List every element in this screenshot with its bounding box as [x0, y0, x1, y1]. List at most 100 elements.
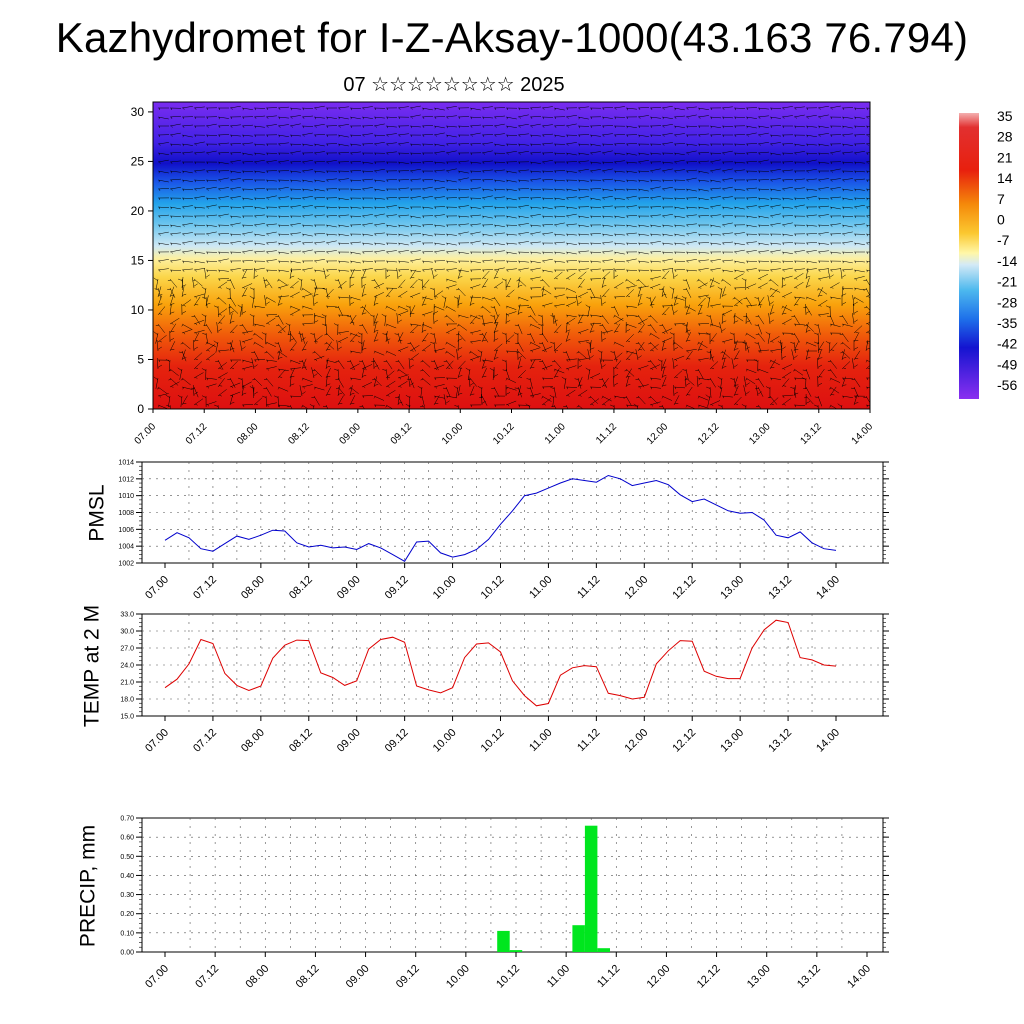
- wind-barb-flag: [339, 341, 342, 344]
- ytick-label: 1014: [118, 460, 134, 467]
- wind-barb: [361, 250, 374, 253]
- wind-barb-flag: [818, 126, 820, 129]
- wind-barb: [529, 224, 541, 227]
- wind-barb: [757, 377, 765, 388]
- wind-barb: [421, 404, 426, 409]
- wind-barb-flag: [433, 311, 439, 314]
- xtick-label: 14.00: [814, 727, 842, 755]
- wind-barb-flag: [326, 117, 328, 120]
- wind-barb: [829, 386, 840, 394]
- wind-barb-flag: [729, 332, 735, 335]
- wind-barb-flag: [662, 348, 667, 350]
- heat-xtick-label: 07.12: [184, 421, 210, 447]
- wind-barb: [733, 206, 745, 210]
- wind-barb-flag: [745, 382, 750, 386]
- wind-barb: [637, 242, 650, 245]
- wind-barb: [613, 395, 625, 399]
- wind-barb-flag: [423, 188, 425, 191]
- wind-barb-flag: [613, 382, 619, 386]
- wind-barb-flag: [410, 324, 412, 327]
- wind-barb-flag: [385, 351, 388, 354]
- wind-barb-flag: [194, 252, 196, 255]
- wind-barb-flag: [195, 296, 197, 299]
- wind-barb: [613, 197, 625, 200]
- wind-barb: [253, 125, 265, 128]
- wind-barb: [841, 224, 853, 228]
- wind-barb-flag: [531, 350, 534, 353]
- wind-barb-flag: [363, 215, 365, 218]
- wind-barb-flag: [543, 368, 546, 371]
- wind-barb-flag: [723, 107, 725, 110]
- ytick-label: 1008: [118, 510, 134, 517]
- wind-barb: [397, 368, 408, 376]
- ytick-label: 15.0: [120, 714, 134, 721]
- wind-barb: [157, 116, 169, 120]
- wind-barb-flag: [278, 252, 280, 255]
- wind-barb-flag: [169, 338, 175, 341]
- wind-barb-flag: [195, 403, 198, 406]
- wind-barb-flag: [698, 405, 700, 408]
- wind-barb: [289, 359, 301, 365]
- wind-barb-flag: [706, 351, 711, 353]
- wind-barb: [553, 386, 557, 398]
- wind-barb-flag: [601, 337, 607, 341]
- ytick-label: 1010: [118, 493, 134, 500]
- wind-barb-flag: [842, 261, 844, 264]
- wind-barb-flag: [723, 179, 725, 182]
- wind-barb-flag: [339, 286, 342, 289]
- wind-barb-flag: [243, 143, 245, 146]
- wind-barb-flag: [265, 301, 270, 305]
- wind-barb-flag: [279, 161, 281, 164]
- wind-barb-flag: [398, 401, 403, 404]
- wind-barb-flag: [279, 197, 281, 200]
- wind-barb-flag: [243, 242, 245, 245]
- wind-barb-flag: [252, 333, 256, 336]
- wind-barb: [553, 341, 556, 353]
- wind-barb-flag: [158, 243, 160, 246]
- wind-barb: [841, 332, 849, 343]
- wind-barb-flag: [651, 278, 653, 281]
- temp-series-line: [164, 619, 837, 707]
- colorbar-label: -56: [997, 377, 1017, 393]
- wind-barb: [685, 143, 697, 146]
- wind-barb-flag: [457, 355, 462, 359]
- wind-barb-flag: [675, 359, 678, 362]
- wind-barb-flag: [182, 293, 187, 296]
- wind-barb: [817, 341, 819, 354]
- wind-barb-flag: [651, 215, 653, 218]
- wind-barb: [685, 206, 698, 209]
- wind-barb-flag: [638, 189, 640, 192]
- wind-barb-flag: [603, 134, 605, 137]
- wind-barb: [301, 233, 313, 237]
- wind-barb: [709, 323, 721, 328]
- wind-barb: [733, 143, 746, 145]
- wind-barb-flag: [842, 324, 844, 327]
- wind-barb: [421, 260, 433, 263]
- wind-barb: [589, 251, 602, 253]
- wind-barb-flag: [182, 180, 184, 183]
- wind-barb-flag: [219, 313, 222, 316]
- wind-barb: [565, 287, 577, 293]
- wind-barb: [265, 386, 272, 397]
- wind-barb-flag: [843, 179, 845, 182]
- precip-bar: [497, 930, 510, 952]
- wind-barb: [853, 296, 864, 303]
- wind-barb-flag: [435, 350, 437, 353]
- wind-barb-flag: [865, 360, 868, 363]
- wind-barb-flag: [854, 117, 856, 120]
- wind-barb-flag: [291, 152, 293, 155]
- wind-barb-flag: [567, 277, 570, 280]
- wind-barb-flag: [494, 144, 496, 147]
- wind-barb-flag: [818, 357, 823, 359]
- wind-barb-flag: [397, 274, 402, 278]
- wind-barb: [817, 125, 829, 129]
- wind-barb-flag: [577, 365, 583, 368]
- wind-barb: [252, 296, 255, 308]
- wind-barb-flag: [397, 306, 400, 309]
- wind-barb: [517, 179, 529, 182]
- wind-barb-flag: [182, 144, 184, 147]
- wind-barb-flag: [566, 252, 568, 255]
- wind-barb-flag: [502, 359, 507, 362]
- wind-barb: [625, 152, 637, 156]
- wind-barb: [481, 215, 493, 219]
